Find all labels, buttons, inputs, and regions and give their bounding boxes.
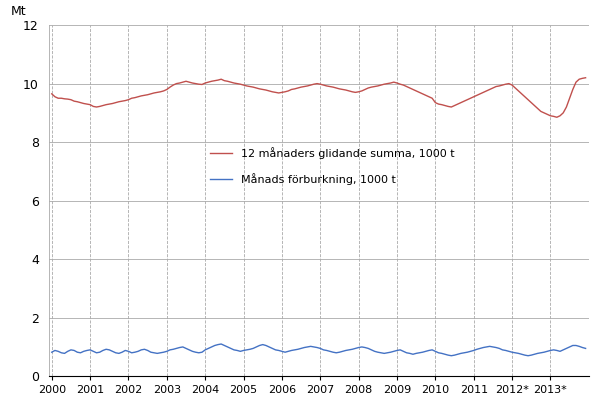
12 månaders glidande summa, 1000 t — [352, 90, 359, 95]
Line: 12 månaders glidande summa, 1000 t: 12 månaders glidande summa, 1000 t — [52, 78, 586, 117]
Månads förburkning, 1000 t — [480, 345, 487, 350]
Månads förburkning, 1000 t — [365, 346, 372, 351]
12 månaders glidande summa, 1000 t — [202, 81, 209, 86]
Månads förburkning, 1000 t — [234, 348, 241, 353]
12 månaders glidande summa, 1000 t — [361, 87, 368, 92]
Månads förburkning, 1000 t — [217, 342, 225, 347]
Månads förburkning, 1000 t — [355, 345, 362, 350]
Månads förburkning, 1000 t — [448, 353, 455, 358]
Månads förburkning, 1000 t — [48, 350, 55, 355]
12 månaders glidande summa, 1000 t — [553, 115, 560, 120]
Månads förburkning, 1000 t — [202, 347, 209, 352]
12 månaders glidande summa, 1000 t — [582, 75, 589, 80]
12 månaders glidande summa, 1000 t — [473, 93, 481, 98]
Text: Mt: Mt — [11, 5, 26, 18]
Legend: 12 månaders glidande summa, 1000 t, Månads förburkning, 1000 t: 12 månaders glidande summa, 1000 t, Måna… — [205, 143, 459, 189]
12 månaders glidande summa, 1000 t — [144, 92, 151, 97]
Line: Månads förburkning, 1000 t: Månads förburkning, 1000 t — [52, 344, 586, 356]
12 månaders glidande summa, 1000 t — [230, 81, 237, 86]
Månads förburkning, 1000 t — [582, 346, 589, 351]
Månads förburkning, 1000 t — [144, 348, 151, 353]
12 månaders glidande summa, 1000 t — [48, 92, 55, 97]
